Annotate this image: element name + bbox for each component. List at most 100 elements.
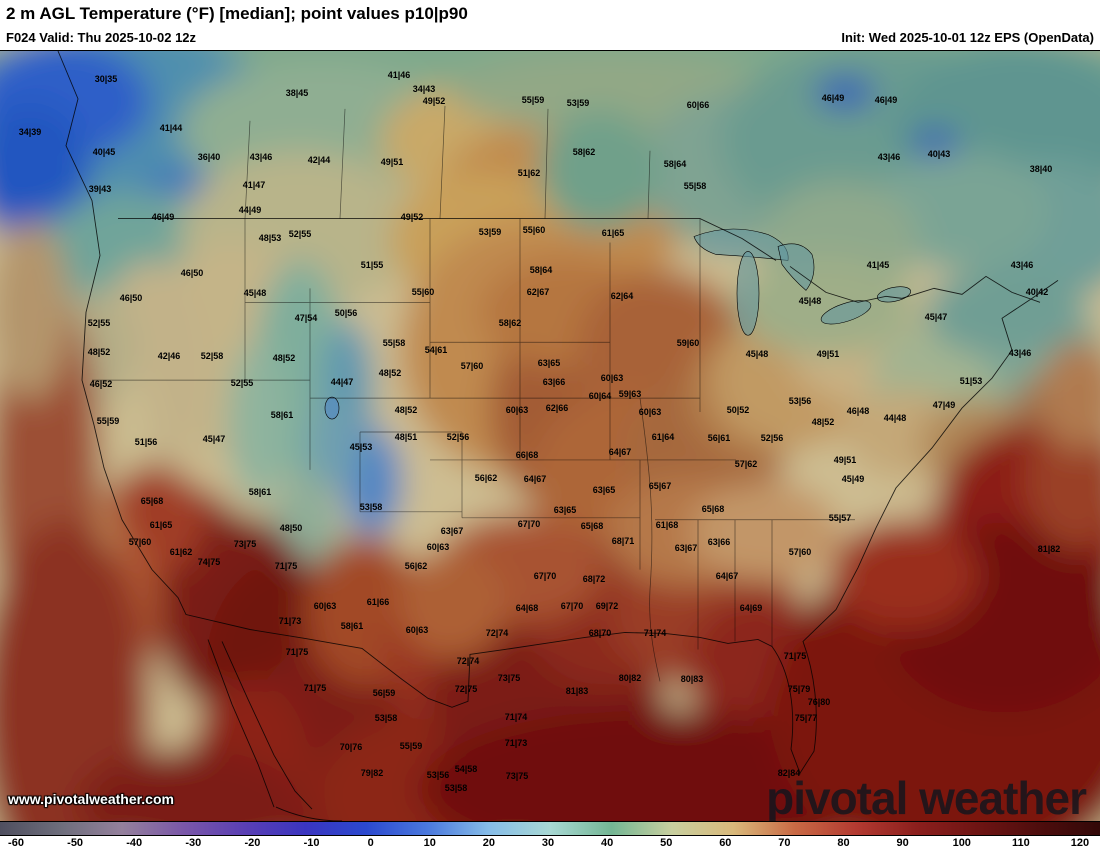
point-value: 64|68 [515,603,539,613]
point-value: 81|83 [565,686,589,696]
point-value: 51|62 [517,168,541,178]
point-value: 80|83 [680,674,704,684]
colorbar-tick-label: 10 [423,837,436,849]
point-value: 50|56 [334,308,358,318]
point-value: 48|52 [272,353,296,363]
point-value: 60|63 [600,373,624,383]
point-value: 66|68 [515,450,539,460]
point-value: 56|61 [707,433,731,443]
point-value: 59|60 [676,338,700,348]
point-value: 53|59 [478,227,502,237]
point-value: 50|52 [726,405,750,415]
point-value: 40|45 [92,147,116,157]
point-value: 57|60 [460,361,484,371]
point-value: 71|74 [643,628,667,638]
point-value: 64|69 [739,603,763,613]
point-value: 46|50 [180,268,204,278]
point-value: 52|55 [230,378,254,388]
point-value: 48|50 [279,523,303,533]
point-value: 64|67 [608,447,632,457]
colorbar: -60 -50 -40 -30 -20 -10 0 10 20 30 40 50 60 70 80 90 100… [0,822,1100,850]
point-value: 73|75 [233,539,257,549]
point-value: 49|51 [380,157,404,167]
point-value: 55|58 [382,338,406,348]
point-value: 41|46 [387,70,411,80]
point-value: 64|67 [715,571,739,581]
point-value: 68|71 [611,536,635,546]
point-value: 46|50 [119,293,143,303]
point-value: 36|40 [197,152,221,162]
point-value: 61|68 [655,520,679,530]
point-value: 67|70 [560,601,584,611]
point-value: 51|55 [360,260,384,270]
point-value: 71|75 [285,647,309,657]
colorbar-gradient [0,822,1100,836]
point-value: 52|58 [200,351,224,361]
point-value: 49|52 [400,212,424,222]
colorbar-tick-label: 120 [1070,837,1090,849]
colorbar-tick-label: 70 [778,837,791,849]
point-value: 58|64 [529,265,553,275]
colorbar-tick-label: 60 [719,837,732,849]
point-value: 52|56 [760,433,784,443]
point-value: 43|46 [1008,348,1032,358]
point-value: 44|48 [883,413,907,423]
point-value: 63|65 [553,505,577,515]
point-value: 55|57 [828,513,852,523]
point-value: 82|84 [777,768,801,778]
point-value: 45|48 [745,349,769,359]
point-value: 65|67 [648,481,672,491]
point-value: 65|68 [701,504,725,514]
colorbar-tick-label: -20 [244,837,261,849]
point-value: 59|63 [618,389,642,399]
map-area[interactable]: 30|35 38|45 41|46 34|43 49|52 55|59 53|59 60|66… [0,50,1100,822]
point-value: 47|49 [932,400,956,410]
init-time-label: Init: Wed 2025-10-01 12z EPS (OpenData) [841,30,1094,45]
colorbar-tick-label: 30 [541,837,555,849]
point-value: 52|55 [87,318,111,328]
point-value: 52|55 [288,229,312,239]
point-value: 53|56 [788,396,812,406]
point-value: 38|40 [1029,164,1053,174]
point-value: 60|66 [686,100,710,110]
point-value: 74|75 [197,557,221,567]
point-value: 76|80 [807,697,831,707]
point-value: 58|62 [498,318,522,328]
point-value: 46|49 [151,212,175,222]
point-value: 73|75 [505,771,529,781]
point-value: 67|70 [533,571,557,581]
point-value: 52|56 [446,432,470,442]
point-value: 65|68 [580,521,604,531]
point-value: 45|48 [243,288,267,298]
point-value: 40|43 [927,149,951,159]
point-value: 62|67 [526,287,550,297]
point-value: 45|49 [841,474,865,484]
point-value: 54|61 [424,345,448,355]
point-value: 62|66 [545,403,569,413]
point-value: 60|63 [426,542,450,552]
point-value: 48|51 [394,432,418,442]
temperature-field-svg [0,51,1100,821]
point-value: 69|72 [595,601,619,611]
point-value: 42|46 [157,351,181,361]
point-value: 49|51 [833,455,857,465]
point-value: 75|77 [794,713,818,723]
temperature-field-blobs [0,51,1100,821]
point-value: 30|35 [94,74,118,84]
point-value: 73|75 [497,673,521,683]
colorbar-tick-label: 40 [600,837,614,849]
point-value: 61|64 [651,432,675,442]
point-value: 45|48 [798,296,822,306]
point-value: 45|47 [202,434,226,444]
point-value: 53|59 [566,98,590,108]
point-value: 68|70 [588,628,612,638]
point-value: 41|45 [866,260,890,270]
point-value: 41|47 [242,180,266,190]
point-value: 62|64 [610,291,634,301]
point-value: 46|49 [874,95,898,105]
point-value: 48|53 [258,233,282,243]
point-value: 71|73 [504,738,528,748]
point-value: 58|62 [572,147,596,157]
point-value: 63|66 [707,537,731,547]
point-value: 51|53 [959,376,983,386]
